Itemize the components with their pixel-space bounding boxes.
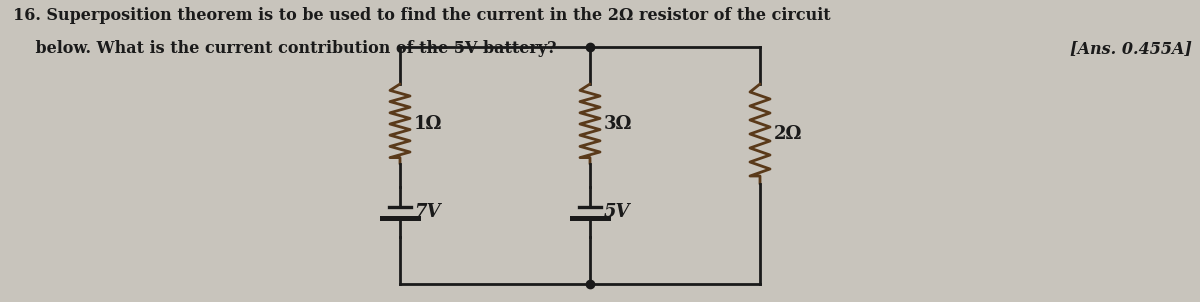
Text: 2Ω: 2Ω [774, 125, 803, 143]
Text: 5V: 5V [604, 203, 630, 221]
Text: 16. Superposition theorem is to be used to find the current in the 2Ω resistor o: 16. Superposition theorem is to be used … [13, 7, 830, 24]
Text: below. What is the current contribution of the 5V battery?: below. What is the current contribution … [13, 40, 557, 57]
Text: [Ans. 0.455A]: [Ans. 0.455A] [1070, 40, 1192, 57]
Text: 7V: 7V [414, 203, 440, 221]
Text: 3Ω: 3Ω [604, 115, 632, 133]
Text: 1Ω: 1Ω [414, 115, 443, 133]
